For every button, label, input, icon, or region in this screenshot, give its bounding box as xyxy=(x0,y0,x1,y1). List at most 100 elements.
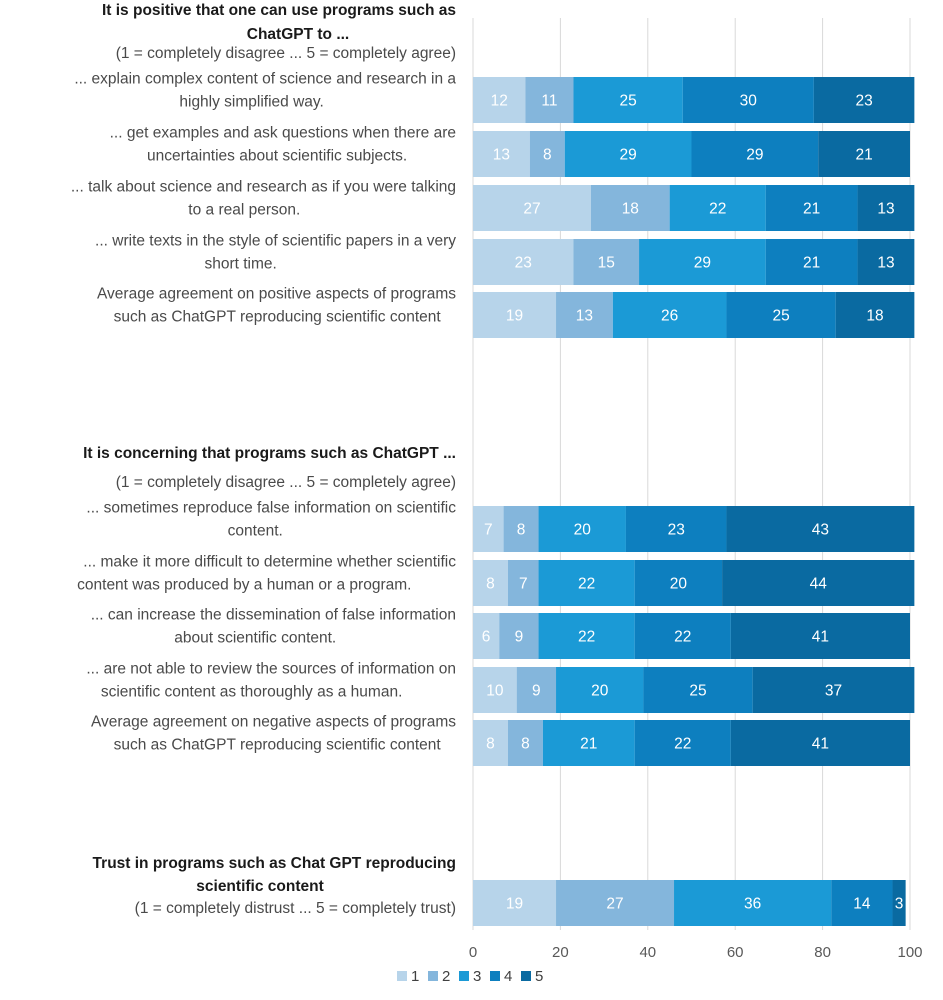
stacked-bar: 27 18 22 21 13 xyxy=(473,185,915,231)
data-label: 13 xyxy=(877,255,894,272)
group-scale-note: (1 = completely distrust ... 5 = complet… xyxy=(135,900,456,917)
question-group: Trust in programs such as Chat GPT repro… xyxy=(93,855,906,926)
row-label-line: highly simplified way. xyxy=(179,94,323,111)
bar-segment-4 xyxy=(634,720,731,766)
data-label: 9 xyxy=(515,629,524,646)
data-label: 8 xyxy=(521,736,530,753)
x-tick-label: 100 xyxy=(897,944,922,961)
legend-label: 5 xyxy=(535,968,543,985)
data-label: 29 xyxy=(694,255,711,272)
bar-segment-3 xyxy=(612,292,727,338)
group-title: It is concerning that programs such as C… xyxy=(83,445,456,462)
data-label: 25 xyxy=(620,93,637,110)
x-tick-label: 40 xyxy=(639,944,656,961)
data-label: 22 xyxy=(674,736,691,753)
data-label: 27 xyxy=(606,896,623,913)
data-label: 11 xyxy=(541,93,557,110)
data-label: 20 xyxy=(574,522,592,539)
bar-segment-5 xyxy=(722,560,915,606)
bar-segment-3 xyxy=(639,239,766,285)
row-label-line: ... get examples and ask questions when … xyxy=(110,125,456,142)
data-label: 15 xyxy=(598,255,615,272)
data-label: 29 xyxy=(620,147,637,164)
row-label-line: Average agreement on negative aspects of… xyxy=(91,714,456,731)
bar-segment-2 xyxy=(503,506,539,552)
bar-segment-1 xyxy=(473,239,574,285)
data-label: 18 xyxy=(866,308,883,325)
stacked-bar: 23 15 29 21 13 xyxy=(473,239,915,285)
data-label: 7 xyxy=(519,576,528,593)
row-label: ... write texts in the style of scientif… xyxy=(95,233,456,273)
bar-segment-5 xyxy=(818,131,910,177)
bar-segment-4 xyxy=(625,506,727,552)
data-label: 7 xyxy=(484,522,493,539)
data-label: 23 xyxy=(515,255,532,272)
bar-segment-2 xyxy=(507,720,543,766)
bar-segment-1 xyxy=(473,292,557,338)
stacked-bar: 19 13 26 25 18 xyxy=(473,292,915,338)
data-label: 36 xyxy=(744,896,761,913)
data-label: 22 xyxy=(578,629,595,646)
bar-segment-2 xyxy=(516,667,557,713)
row-label-line: about scientific content. xyxy=(174,630,336,647)
data-label: 22 xyxy=(578,576,595,593)
bar-segment-1 xyxy=(473,506,504,552)
bar-segment-3 xyxy=(542,720,635,766)
bar-segment-3 xyxy=(564,131,692,177)
bar-segment-1 xyxy=(473,880,557,926)
row-label: ... make it more difficult to determine … xyxy=(77,554,456,594)
row-label-line: content. xyxy=(228,523,283,540)
data-label: 12 xyxy=(491,93,508,110)
row-label-line: short time. xyxy=(204,256,276,273)
x-tick-label: 80 xyxy=(814,944,831,961)
legend-swatch xyxy=(397,971,407,981)
question-group: It is concerning that programs such as C… xyxy=(77,445,915,766)
legend-swatch xyxy=(521,971,531,981)
row-label-line: ... can increase the dissemination of fa… xyxy=(91,607,456,624)
group-scale-note: (1 = completely disagree ... 5 = complet… xyxy=(116,474,456,491)
bar-segment-3 xyxy=(556,667,644,713)
data-label: 21 xyxy=(803,255,820,272)
data-label: 8 xyxy=(486,576,495,593)
bar-segment-4 xyxy=(726,292,836,338)
bar-segment-4 xyxy=(765,239,858,285)
bar-segment-3 xyxy=(538,506,626,552)
bar-segment-4 xyxy=(682,77,814,123)
data-label: 29 xyxy=(746,147,763,164)
bar-segment-2 xyxy=(590,185,670,231)
bar-segment-4 xyxy=(765,185,858,231)
bar-segment-3 xyxy=(573,77,683,123)
data-label: 20 xyxy=(670,576,688,593)
bar-segment-4 xyxy=(634,560,723,606)
bar-segment-2 xyxy=(529,131,565,177)
bar-segment-1 xyxy=(473,720,508,766)
row-label: Average agreement on positive aspects of… xyxy=(97,286,456,326)
stacked-bar: 13 8 29 29 21 xyxy=(473,131,910,177)
data-label: 19 xyxy=(506,308,523,325)
bar-segment-1 xyxy=(473,667,517,713)
data-label: 22 xyxy=(709,201,726,218)
bar-segment-5 xyxy=(730,613,910,659)
question-group: It is positive that one can use programs… xyxy=(71,2,915,338)
row-label-line: scientific content as thoroughly as a hu… xyxy=(101,684,403,701)
row-label-line: such as ChatGPT reproducing scientific c… xyxy=(114,737,442,754)
row-label: ... explain complex content of science a… xyxy=(74,71,456,111)
bar-segment-1 xyxy=(473,131,530,177)
legend-label: 1 xyxy=(411,968,419,985)
x-tick-label: 0 xyxy=(469,944,477,961)
bar-segment-2 xyxy=(525,77,574,123)
data-label: 21 xyxy=(803,201,820,218)
group-title: scientific content xyxy=(196,878,323,895)
bar-segment-1 xyxy=(473,560,508,606)
stacked-bar: 7 8 20 23 43 xyxy=(473,506,915,552)
data-label: 6 xyxy=(482,629,491,646)
row-label: ... sometimes reproduce false informatio… xyxy=(86,500,456,540)
bar-segment-4 xyxy=(831,880,893,926)
row-label-line: ... sometimes reproduce false informatio… xyxy=(86,500,456,517)
row-label-line: such as ChatGPT reproducing scientific c… xyxy=(114,309,442,326)
stacked-bar: 19 27 36 14 3 xyxy=(473,880,906,926)
data-label: 14 xyxy=(853,896,871,913)
data-label: 43 xyxy=(812,522,829,539)
bar-segment-2 xyxy=(556,292,613,338)
stacked-bar: 6 9 22 22 41 xyxy=(473,613,910,659)
